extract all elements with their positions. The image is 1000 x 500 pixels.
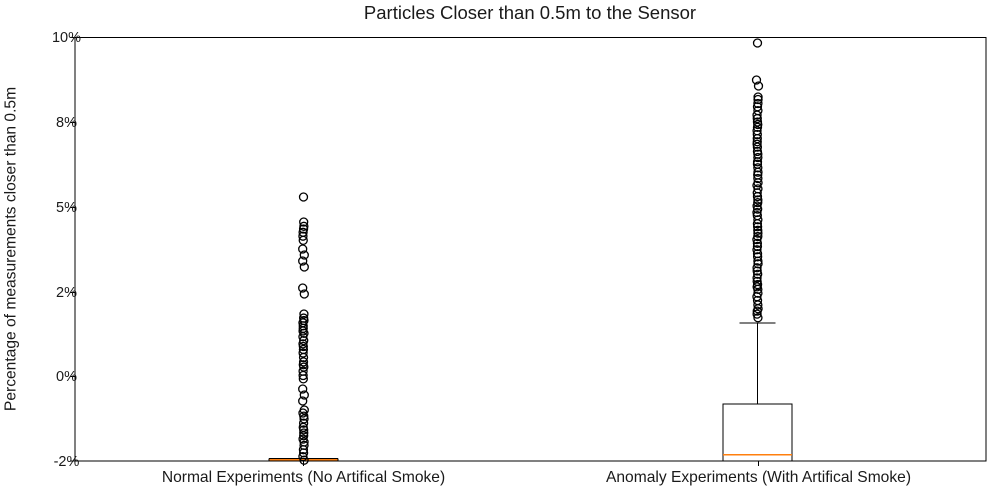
svg-text:5%: 5% (56, 200, 77, 216)
svg-text:10%: 10% (52, 30, 81, 46)
svg-text:0%: 0% (56, 369, 77, 385)
svg-text:Anomaly Experiments (With Arti: Anomaly Experiments (With Artifical Smok… (606, 469, 911, 486)
svg-text:Particles Closer than 0.5m to: Particles Closer than 0.5m to the Sensor (364, 2, 696, 23)
svg-text:8%: 8% (56, 115, 77, 131)
svg-text:Normal Experiments (No Artific: Normal Experiments (No Artifical Smoke) (162, 469, 445, 486)
svg-text:-2%: -2% (54, 454, 80, 470)
svg-text:Percentage of measurements clo: Percentage of measurements closer than 0… (3, 87, 20, 411)
svg-text:2%: 2% (56, 285, 77, 301)
